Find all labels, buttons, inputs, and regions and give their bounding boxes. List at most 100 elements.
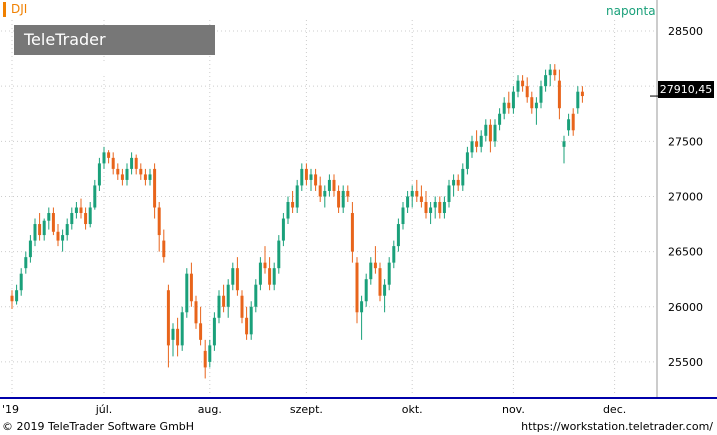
axes: 25500260002650027000275002800028500'19jú…	[0, 0, 717, 416]
candle-body	[15, 290, 19, 302]
candle-body	[61, 235, 65, 241]
candle-body	[180, 312, 184, 346]
candle-body	[107, 152, 111, 158]
candle-body	[304, 168, 308, 180]
candle-body	[544, 75, 548, 87]
candle-body	[139, 168, 143, 175]
candle-body	[134, 157, 138, 169]
candle-body	[212, 317, 216, 346]
candle-body	[327, 179, 331, 191]
candle-body	[157, 207, 161, 236]
candle-body	[479, 135, 483, 147]
candle-body	[337, 190, 341, 208]
candle-body	[97, 163, 101, 186]
candle-body	[42, 220, 46, 236]
last-price-tag: 27910,45	[658, 81, 714, 98]
x-tick-label: aug.	[198, 403, 222, 416]
candle-body	[401, 207, 405, 225]
candle-body	[171, 328, 175, 340]
footer: © 2019 TeleTrader Software GmbH https://…	[0, 418, 717, 435]
candle-body	[120, 174, 124, 180]
symbol-label[interactable]: DJI	[3, 2, 27, 17]
candle-body	[70, 213, 74, 225]
candle-body	[153, 168, 157, 208]
candle-body	[231, 268, 235, 285]
candle-body	[442, 201, 446, 214]
candle-body	[258, 262, 262, 285]
candle-body	[553, 69, 557, 76]
x-tick-label: nov.	[502, 403, 525, 416]
candle-body	[576, 91, 580, 109]
candle-body	[268, 268, 272, 285]
candle-body	[286, 201, 290, 219]
candle-body	[208, 345, 212, 362]
candle-body	[74, 207, 78, 214]
candle-body	[534, 102, 538, 109]
y-tick-label: 25500	[668, 356, 703, 369]
candle-body	[511, 91, 515, 109]
candle-body	[47, 213, 51, 221]
candle-body	[217, 295, 221, 318]
candle-body	[392, 246, 396, 263]
watermark-logo: TeleTrader WorkStation	[14, 25, 215, 79]
candle-body	[396, 224, 400, 247]
candle-body	[143, 174, 147, 180]
candle-body	[548, 69, 552, 76]
y-tick-label: 26500	[668, 246, 703, 259]
candle-body	[254, 284, 258, 307]
candle-body	[176, 328, 180, 346]
candle-body	[111, 157, 115, 169]
candle-body	[125, 168, 129, 180]
candle-body	[199, 323, 203, 340]
candle-body	[65, 224, 69, 236]
candlestick-chart[interactable]: 25500260002650027000275002800028500'19jú…	[0, 0, 717, 418]
x-tick-label: szept.	[290, 403, 323, 416]
candle-body	[148, 174, 152, 180]
candle-body	[493, 124, 497, 142]
candle-body	[488, 124, 492, 142]
candle-body	[102, 152, 106, 164]
candle-body	[93, 185, 97, 208]
candle-body	[281, 218, 285, 241]
candle-body	[277, 240, 281, 269]
candle-body	[341, 190, 345, 208]
candle-body	[240, 295, 244, 318]
interval-label[interactable]: naponta	[606, 4, 656, 18]
candle-body	[194, 301, 198, 324]
candle-body	[309, 174, 313, 180]
candle-body	[378, 268, 382, 296]
y-tick-label: 27500	[668, 135, 703, 148]
chart-area[interactable]: 25500260002650027000275002800028500'19jú…	[0, 0, 717, 418]
candle-body	[162, 240, 166, 258]
candle-body	[291, 201, 295, 208]
candle-body	[470, 141, 474, 153]
candle-body	[507, 102, 511, 109]
candle-body	[571, 113, 575, 131]
candle-body	[410, 190, 414, 197]
candle-body	[562, 141, 566, 147]
candle-body	[373, 262, 377, 269]
candle-body	[369, 262, 373, 280]
candle-body	[447, 185, 451, 202]
watermark-product: WorkStation	[24, 60, 137, 79]
candle-body	[222, 295, 226, 307]
chart-background	[0, 0, 717, 418]
candle-body	[28, 240, 32, 258]
copyright-text: © 2019 TeleTrader Software GmbH	[2, 420, 195, 433]
candle-body	[295, 185, 299, 208]
candle-body	[38, 224, 42, 236]
candle-body	[300, 168, 304, 186]
candle-body	[406, 196, 410, 208]
candle-body	[557, 80, 561, 109]
candle-body	[314, 174, 318, 186]
candle-body	[346, 190, 350, 197]
candle-body	[33, 224, 37, 241]
candle-body	[56, 231, 60, 241]
candle-body	[484, 124, 488, 136]
candle-body	[419, 196, 423, 202]
candle-body	[203, 350, 207, 368]
candle-body	[332, 179, 336, 191]
candle-body	[323, 190, 327, 197]
candle-body	[525, 86, 529, 98]
website-link[interactable]: https://workstation.teletrader.com/	[521, 420, 713, 433]
